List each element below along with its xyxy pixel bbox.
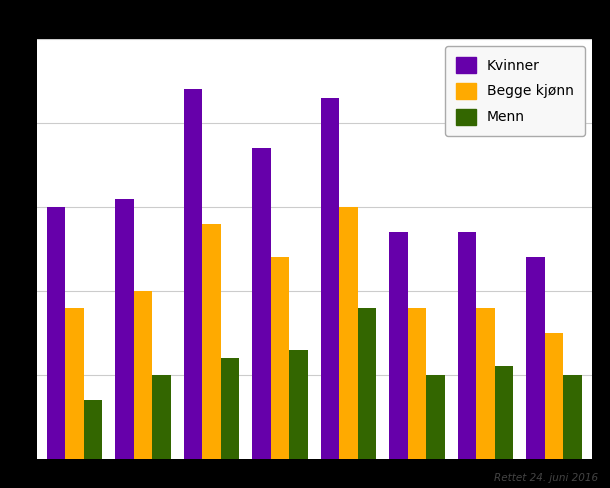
Bar: [84, 400, 102, 459]
Bar: [184, 89, 202, 459]
Bar: [407, 307, 426, 459]
Bar: [339, 207, 357, 459]
Bar: [202, 224, 221, 459]
Bar: [221, 358, 239, 459]
Bar: [252, 148, 271, 459]
Bar: [134, 291, 152, 459]
Bar: [545, 333, 563, 459]
Bar: [152, 375, 171, 459]
Bar: [321, 98, 339, 459]
Bar: [271, 257, 289, 459]
Legend: Kvinner, Begge kjønn, Menn: Kvinner, Begge kjønn, Menn: [445, 46, 585, 136]
Bar: [476, 307, 495, 459]
Bar: [115, 199, 134, 459]
Bar: [65, 307, 84, 459]
Bar: [426, 375, 445, 459]
Bar: [526, 257, 545, 459]
Bar: [357, 307, 376, 459]
Bar: [563, 375, 582, 459]
Bar: [46, 207, 65, 459]
Bar: [495, 366, 513, 459]
Bar: [289, 349, 307, 459]
Text: Rettet 24. juni 2016: Rettet 24. juni 2016: [493, 473, 598, 483]
Bar: [458, 232, 476, 459]
Bar: [389, 232, 407, 459]
